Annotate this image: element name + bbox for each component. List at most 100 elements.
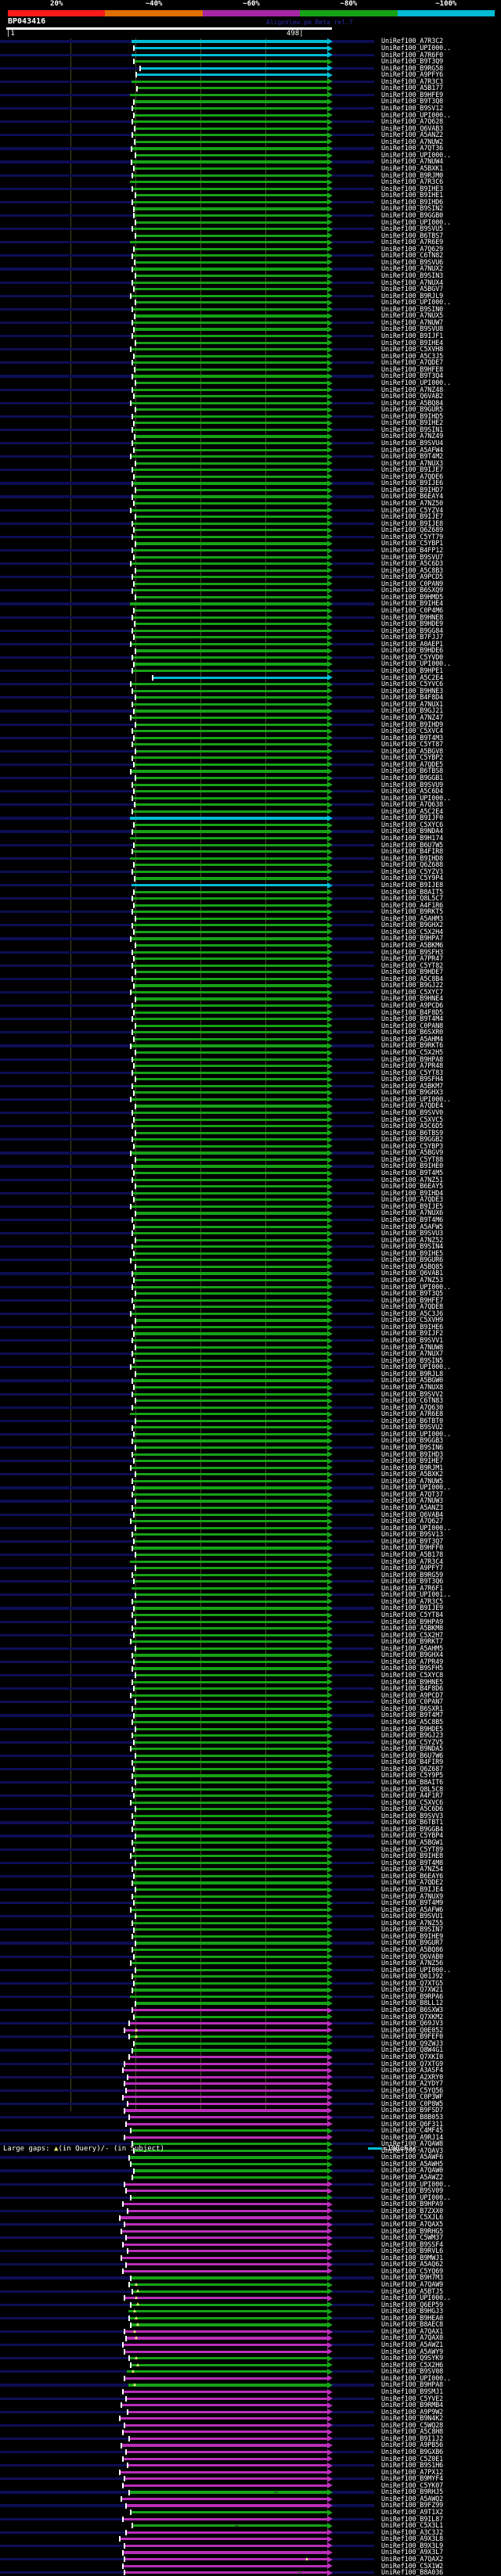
alignment-row[interactable]: UniRef100_C5X2H7 bbox=[0, 1631, 501, 1639]
alignment-row[interactable]: UniRef100_B9GGB0 bbox=[0, 211, 501, 220]
alignment-row[interactable]: UniRef100_C5XVC4 bbox=[0, 728, 501, 735]
hit-bar[interactable] bbox=[135, 1821, 327, 1824]
hit-accession-label[interactable]: UniRef100_A7NUW5 bbox=[381, 1476, 444, 1485]
hit-bar[interactable] bbox=[136, 749, 327, 753]
hit-accession-label[interactable]: UniRef100_B9IHD5 bbox=[381, 411, 444, 420]
alignment-row[interactable]: UniRef100_A5BKM7 bbox=[0, 1082, 501, 1090]
alignment-row[interactable]: UniRef100_B9IJE7 bbox=[0, 466, 501, 474]
alignment-row[interactable]: UniRef100_A4F1R7 bbox=[0, 1792, 501, 1800]
hit-bar[interactable] bbox=[133, 1881, 327, 1884]
alignment-row[interactable]: UniRef100_A7NZ51 bbox=[0, 1176, 501, 1184]
hit-bar[interactable] bbox=[135, 1687, 327, 1690]
hit-bar[interactable] bbox=[128, 2410, 327, 2413]
hit-bar[interactable] bbox=[135, 354, 327, 357]
hit-bar[interactable] bbox=[135, 790, 327, 793]
hit-bar[interactable] bbox=[133, 200, 327, 204]
alignment-row[interactable]: UniRef100_B6SXR1 bbox=[0, 1705, 501, 1712]
hit-bar[interactable] bbox=[133, 629, 327, 632]
hit-accession-label[interactable]: UniRef100_B9GHX3 bbox=[381, 1088, 444, 1097]
hit-bar[interactable] bbox=[133, 576, 327, 579]
hit-accession-label[interactable]: UniRef100_B9SV13 bbox=[381, 1530, 444, 1539]
hit-bar[interactable] bbox=[136, 516, 327, 519]
alignment-row[interactable]: UniRef100_A5B177 bbox=[0, 84, 501, 92]
alignment-row[interactable]: UniRef100_B9SIN0 bbox=[0, 305, 501, 313]
hit-bar[interactable] bbox=[133, 268, 327, 271]
hit-accession-label[interactable]: UniRef100_A5BGV9 bbox=[381, 1148, 444, 1157]
alignment-row[interactable]: UniRef100_A7QAV3 bbox=[0, 2147, 501, 2154]
hit-bar[interactable] bbox=[130, 837, 327, 840]
hit-bar[interactable] bbox=[136, 1754, 327, 1757]
alignment-row[interactable]: UniRef100_B9IHD8 bbox=[0, 854, 501, 862]
hit-accession-label[interactable]: UniRef100_B9RJL8 bbox=[381, 1369, 444, 1378]
hit-bar[interactable] bbox=[133, 1935, 327, 1938]
hit-bar[interactable] bbox=[135, 1225, 327, 1228]
hit-bar[interactable] bbox=[130, 93, 327, 97]
hit-bar[interactable] bbox=[130, 2357, 327, 2360]
hit-bar[interactable] bbox=[133, 174, 327, 177]
alignment-row[interactable]: UniRef100_C5YT89 bbox=[0, 1845, 501, 1853]
alignment-row[interactable]: UniRef100_B9IJE7 bbox=[0, 513, 501, 521]
hit-bar[interactable] bbox=[133, 1680, 327, 1683]
hit-accession-label[interactable]: UniRef100_A9PCD5 bbox=[381, 573, 444, 581]
hit-bar[interactable] bbox=[133, 950, 327, 954]
alignment-row[interactable]: UniRef100_C5YBP1 bbox=[0, 540, 501, 548]
hit-accession-label[interactable]: UniRef100_B9SFH3 bbox=[381, 947, 444, 956]
hit-bar[interactable] bbox=[136, 1888, 327, 1892]
hit-bar[interactable] bbox=[133, 1734, 327, 1737]
alignment-row[interactable]: UniRef100_B8AIT5 bbox=[0, 888, 501, 896]
hit-bar[interactable] bbox=[136, 1399, 327, 1403]
hit-accession-label[interactable]: UniRef100_B9HFE7 bbox=[381, 1295, 444, 1304]
hit-accession-label[interactable]: UniRef100_UPI000.. bbox=[381, 1429, 451, 1438]
alignment-row[interactable]: UniRef100_C5XVC5 bbox=[0, 1116, 501, 1123]
alignment-row[interactable]: UniRef100_B6SXQ9 bbox=[0, 587, 501, 595]
alignment-row[interactable]: UniRef100_B6SXR0 bbox=[0, 1029, 501, 1037]
hit-accession-label[interactable]: UniRef100_UPI000.. bbox=[381, 150, 451, 159]
hit-accession-label[interactable]: UniRef100_A7NUX6 bbox=[381, 1209, 444, 1217]
hit-bar[interactable] bbox=[136, 1372, 327, 1376]
hit-bar[interactable] bbox=[136, 1915, 327, 1918]
alignment-row[interactable]: UniRef100_C0PAN7 bbox=[0, 1698, 501, 1706]
hit-bar[interactable] bbox=[125, 2222, 327, 2226]
hit-accession-label[interactable]: UniRef100_B6EAY4 bbox=[381, 492, 444, 501]
hit-accession-label[interactable]: UniRef100_A7NUW7 bbox=[381, 318, 444, 326]
hit-bar[interactable] bbox=[135, 1118, 327, 1121]
hit-bar[interactable] bbox=[124, 2243, 327, 2246]
hit-bar[interactable] bbox=[135, 803, 327, 807]
hit-accession-label[interactable]: UniRef100_B9GJ22 bbox=[381, 981, 444, 990]
hit-accession-label[interactable]: UniRef100_A7QAV3 bbox=[381, 2146, 444, 2154]
alignment-row[interactable]: UniRef100_A7NUX5 bbox=[0, 312, 501, 320]
hit-bar[interactable] bbox=[128, 2102, 327, 2106]
hit-accession-label[interactable]: UniRef100_B6TBS7 bbox=[381, 231, 444, 239]
alignment-row[interactable]: UniRef100_B9GUR7 bbox=[0, 1938, 501, 1947]
alignment-row[interactable]: UniRef100_C5XYC6 bbox=[0, 821, 501, 829]
alignment-row[interactable]: UniRef100_Q8L5C7 bbox=[0, 895, 501, 903]
hit-accession-label[interactable]: UniRef100_B9GUR7 bbox=[381, 1938, 444, 1947]
hit-accession-label[interactable]: UniRef100_A5B178 bbox=[381, 1550, 444, 1558]
hit-accession-label[interactable]: UniRef100_C5XVC4 bbox=[381, 727, 444, 735]
hit-accession-label[interactable]: UniRef100_B9IJF2 bbox=[381, 1329, 444, 1338]
alignment-row[interactable]: UniRef100_A5BXK1 bbox=[0, 165, 501, 173]
hit-bar[interactable] bbox=[135, 1144, 327, 1148]
hit-accession-label[interactable]: UniRef100_A7R3C3 bbox=[381, 77, 444, 85]
hit-bar[interactable] bbox=[135, 1767, 327, 1771]
hit-accession-label[interactable]: UniRef100_A7NUX7 bbox=[381, 1349, 444, 1358]
hit-accession-label[interactable]: UniRef100_C5YBP4 bbox=[381, 1831, 444, 1840]
hit-accession-label[interactable]: UniRef100_A7PR48 bbox=[381, 1062, 444, 1070]
hit-accession-label[interactable]: UniRef100_A5AFW5 bbox=[381, 1222, 444, 1231]
hit-bar[interactable] bbox=[132, 1259, 327, 1262]
hit-bar[interactable] bbox=[133, 1547, 327, 1550]
hit-bar[interactable] bbox=[133, 1058, 327, 1061]
hit-accession-label[interactable]: UniRef100_B9GGB2 bbox=[381, 1135, 444, 1144]
hit-accession-label[interactable]: UniRef100_B9IHE4 bbox=[381, 338, 444, 347]
hit-bar[interactable] bbox=[136, 1238, 327, 1241]
hit-bar[interactable] bbox=[125, 2477, 327, 2481]
hit-bar[interactable] bbox=[133, 783, 327, 786]
alignment-row[interactable]: UniRef100_A7NUW2 bbox=[0, 138, 501, 146]
hit-bar[interactable] bbox=[136, 1647, 327, 1650]
alignment-row[interactable]: UniRef100_A5BGV7 bbox=[0, 286, 501, 293]
alignment-row[interactable]: UniRef100_Q7XKI0 bbox=[0, 2053, 501, 2061]
hit-bar[interactable] bbox=[130, 2022, 327, 2025]
alignment-row[interactable]: UniRef100_B9RKT6 bbox=[0, 1042, 501, 1050]
hit-accession-label[interactable]: UniRef100_A7R3C6 bbox=[381, 178, 444, 186]
hit-bar[interactable] bbox=[130, 1413, 327, 1416]
